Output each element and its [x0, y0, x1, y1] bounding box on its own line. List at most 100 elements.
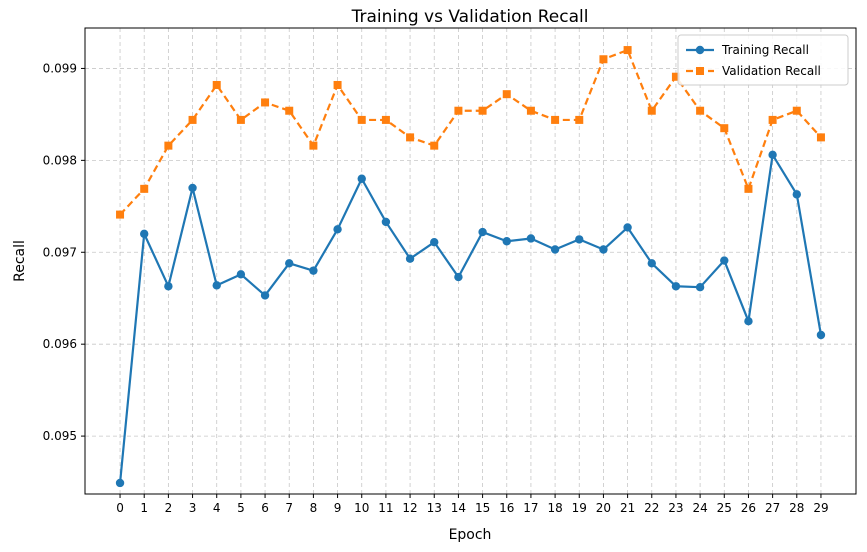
axis-ticks: 0 1 2 3 4 5 6 7 8 9 10 11 12 13 14 15 16 17 18 19 20 21 22 23 24… — [43, 61, 829, 515]
y-tick-label: 0.099 — [43, 61, 77, 75]
x-tick-label: 16 — [499, 501, 514, 515]
x-tick-label: 2 — [165, 501, 173, 515]
legend-label: Validation Recall — [722, 64, 821, 78]
data-point — [115, 478, 125, 488]
data-point — [454, 272, 463, 282]
data-point — [647, 259, 656, 268]
data-point — [623, 223, 632, 232]
y-tick-label: 0.096 — [43, 337, 77, 351]
x-tick-label: 5 — [237, 501, 245, 515]
chart-title: Training vs Validation Recall — [351, 7, 589, 27]
data-point — [502, 237, 511, 246]
data-point — [405, 254, 415, 263]
series-line — [119, 48, 822, 216]
data-point — [236, 270, 246, 279]
x-tick-label: 4 — [213, 501, 221, 515]
data-point — [526, 106, 535, 115]
x-tick-label: 21 — [620, 501, 635, 515]
data-point — [720, 124, 729, 133]
data-point — [309, 141, 318, 150]
x-axis-label: Epoch — [449, 527, 492, 543]
data-point — [550, 245, 560, 254]
data-point — [599, 245, 608, 254]
data-point — [381, 115, 390, 124]
x-tick-label: 11 — [378, 501, 393, 515]
data-point — [285, 259, 294, 268]
data-point — [792, 190, 801, 199]
x-tick-label: 3 — [189, 501, 197, 515]
data-point — [188, 183, 197, 193]
x-tick-label: 9 — [334, 501, 342, 515]
data-point — [212, 80, 221, 89]
data-point — [236, 115, 245, 124]
x-tick-label: 7 — [285, 501, 293, 515]
data-point — [671, 72, 680, 81]
data-point — [430, 141, 439, 150]
data-point — [478, 106, 487, 115]
x-tick-label: 12 — [402, 501, 417, 515]
x-tick-label: 24 — [692, 501, 707, 515]
data-point — [260, 291, 270, 300]
x-tick-label: 0 — [116, 501, 124, 515]
x-tick-label: 10 — [354, 501, 369, 515]
x-tick-label: 22 — [644, 501, 659, 515]
x-tick-label: 14 — [451, 501, 466, 515]
data-point — [357, 174, 366, 183]
data-point — [623, 46, 632, 55]
data-point — [430, 237, 439, 247]
data-point — [381, 217, 391, 227]
data-point — [164, 141, 173, 150]
data-point — [575, 115, 584, 124]
data-point — [792, 106, 801, 115]
x-tick-label: 13 — [427, 501, 442, 515]
data-point — [285, 106, 294, 115]
series-line — [118, 153, 823, 484]
x-tick-label: 19 — [572, 501, 587, 515]
data-point — [744, 184, 753, 193]
data-point — [333, 80, 342, 89]
y-tick-label: 0.095 — [43, 429, 77, 443]
series-validation — [116, 46, 825, 219]
data-point — [744, 317, 753, 326]
data-point — [261, 98, 270, 107]
data-point — [357, 115, 366, 124]
legend: Training Recall Validation Recall — [677, 34, 849, 86]
data-point — [188, 115, 197, 124]
data-point — [816, 330, 826, 340]
data-point — [502, 90, 511, 99]
x-tick-label: 27 — [765, 501, 780, 515]
data-point — [526, 234, 536, 243]
data-point — [768, 150, 777, 160]
legend-marker — [695, 45, 705, 55]
data-point — [406, 133, 415, 142]
data-point — [720, 256, 729, 265]
plot-area-frame — [84, 27, 857, 495]
x-tick-label: 25 — [717, 501, 732, 515]
grid-lines — [85, 28, 856, 494]
data-point — [212, 281, 221, 290]
x-tick-label: 6 — [261, 501, 269, 515]
data-point — [696, 106, 705, 115]
data-point — [551, 115, 560, 124]
series-group — [115, 46, 826, 488]
data-point — [768, 115, 777, 124]
x-tick-label: 15 — [475, 501, 490, 515]
data-point — [478, 227, 487, 237]
x-tick-label: 23 — [668, 501, 683, 515]
series-training — [115, 150, 826, 488]
data-point — [816, 133, 825, 142]
data-point — [309, 266, 318, 275]
data-point — [333, 225, 342, 234]
data-point — [671, 282, 681, 291]
x-tick-label: 28 — [789, 501, 804, 515]
data-point — [454, 106, 463, 115]
x-tick-label: 29 — [813, 501, 828, 515]
legend-entry: Training Recall — [686, 43, 809, 57]
y-tick-label: 0.097 — [43, 245, 77, 259]
data-point — [164, 282, 173, 291]
y-axis-label: Recall — [12, 240, 28, 282]
x-tick-label: 17 — [523, 501, 538, 515]
data-point — [116, 210, 125, 219]
legend-box — [677, 34, 849, 86]
